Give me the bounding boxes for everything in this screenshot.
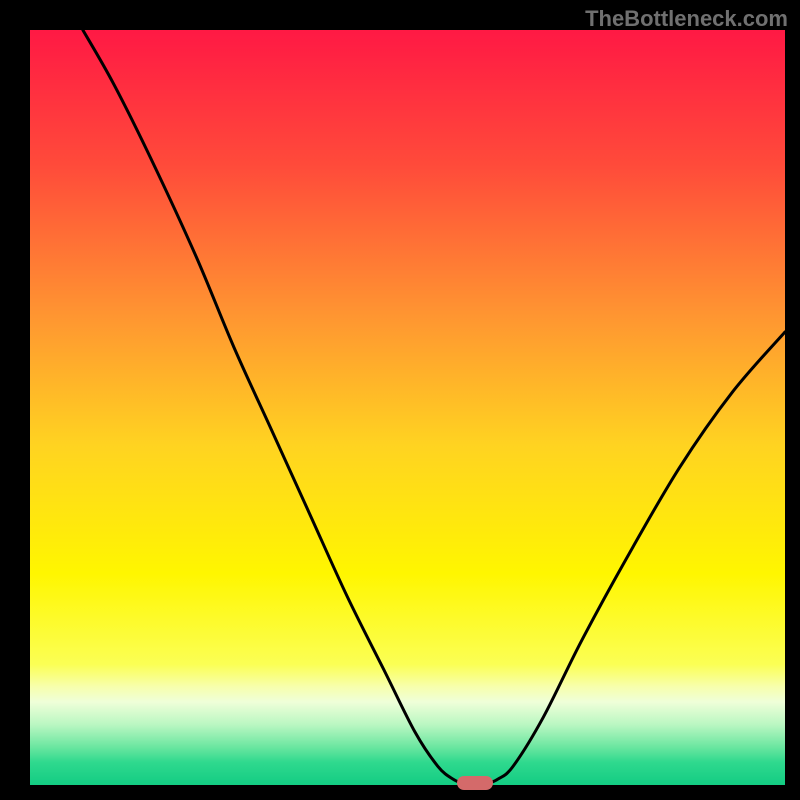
bottleneck-marker bbox=[457, 776, 493, 790]
bottleneck-curve bbox=[83, 30, 785, 783]
chart-plot-area bbox=[30, 30, 785, 785]
source-watermark: TheBottleneck.com bbox=[585, 6, 788, 32]
bottleneck-curve-svg bbox=[30, 30, 785, 785]
